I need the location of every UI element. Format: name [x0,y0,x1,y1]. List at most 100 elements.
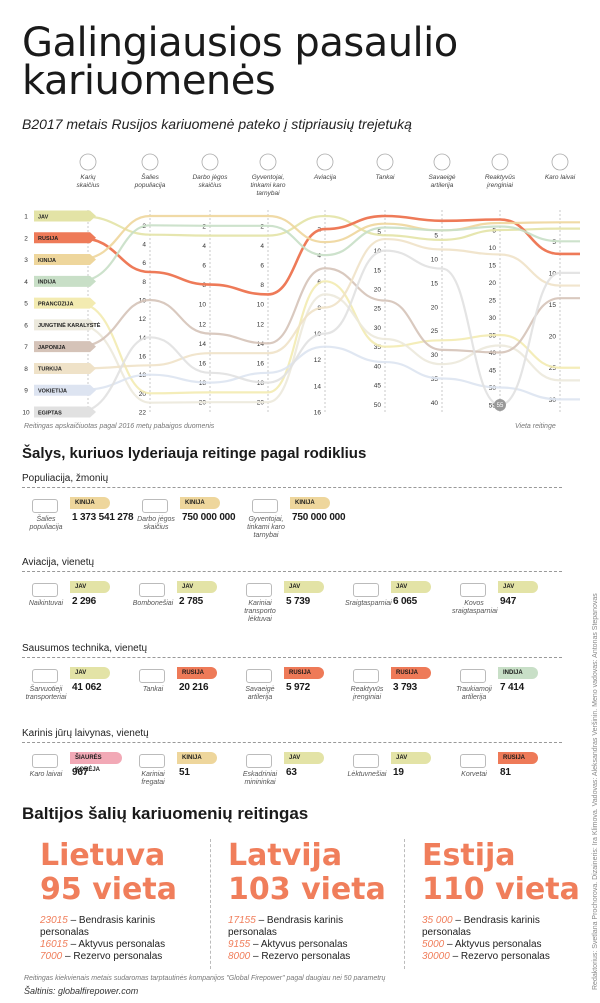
tick-label: 14 [314,383,322,390]
tick-label: 10 [549,270,557,277]
column-header-label: įrenginiai [486,182,514,189]
rank-label: 4 [24,279,28,286]
tick-label: 14 [257,341,265,348]
country-tag: JAV [391,581,431,593]
baltic-section: Lietuva 95 vieta 23015 – Bendrasis karinis… [0,835,600,975]
country-tag: JAV [391,752,431,764]
tick-label: 14 [199,341,207,348]
column-icon [316,153,334,171]
series-line-vokietija [77,345,580,401]
rank-label: 3 [24,257,28,264]
page-subtitle: B2017 metais Rusijos kariuomenė pateko į… [22,116,412,132]
baltic-stat-line: 7000 – Rezervo personalas [40,951,190,963]
tick-label: 22 [139,410,147,417]
baltic-stat-number: 5000 [422,939,445,950]
baltic-country-rank: 95 vieta [40,872,177,907]
baltic-country-name: Estija [422,838,516,873]
artillery-icon [246,669,272,683]
item-value: 5 972 [286,682,311,693]
category-heading: Karinis jūrų laivynas, vienetų [22,728,149,739]
country-tag: KINIJA [290,497,330,509]
item-label: Karo laivai [29,771,63,778]
tick-label: 10 [489,245,497,252]
baltic-stat-number: 35 000 [422,915,453,926]
column-header-label: Gyventojai, [252,174,285,181]
baltic-country-name: Latvija [228,838,343,873]
series-line-prancūzija [77,280,580,395]
country-tag [34,319,96,331]
tick-label: 20 [431,304,439,311]
tick-label: 25 [549,365,557,372]
destroyer-icon [246,754,272,768]
tick-label: 8 [142,279,146,286]
tick-label: 6 [142,260,146,267]
category-heading: Populiacija, žmonių [22,473,109,484]
baltic-stat-text: – Aktyvus personalas [250,939,348,950]
baltic-stat-text: – Rezervo personalas [449,951,550,962]
column-icon [259,153,277,171]
baltic-stat-text: – Aktyvus personalas [444,939,542,950]
rocket-launcher-icon [353,669,379,683]
category-rule [22,487,562,488]
item-value: 750 000 000 [182,512,236,523]
tick-label: 35 [374,344,382,351]
series-line-kinija [77,214,580,261]
column-header-label: skaičius [76,182,100,189]
tick-label: 18 [199,380,207,387]
item-label: Kariniai fregatai [141,771,165,786]
warship-icon [32,754,58,768]
baltic-stat-text: – Bendrasis karinis personalas [40,915,156,938]
tick-label: 30 [549,397,557,404]
baltic-stat-number: 8000 [228,951,251,962]
corvette-icon [460,754,486,768]
baltic-country-name: Lietuva [40,838,166,873]
baltic-stat-line: 35 000 – Bendrasis karinis personalas [422,915,572,939]
tick-label: 25 [374,306,382,313]
leaders-title: Šalys, kuriuos lyderiauja reitinge pagal… [22,445,367,462]
item-label: Sraigtasparniai [345,600,392,607]
country-tag: KINIJA [180,497,220,509]
tick-label: 10 [431,257,439,264]
country-label: TURKIJA [38,367,62,373]
tick-label: 12 [314,357,322,364]
baltic-stat-line: 9155 – Aktyvus personalas [228,939,378,951]
item-value: 19 [393,767,404,778]
footer-note: Reitingas kiekvienais metais sudaromas t… [24,975,386,982]
people-icon [32,499,58,513]
tick-label: 12 [199,321,207,328]
tick-label: 20 [549,334,557,341]
item-label: Korvetai [461,771,487,778]
series-line-turkija [77,237,580,370]
tick-label: 16 [199,361,207,368]
item-value: 5 739 [286,596,311,607]
rank-label: 9 [24,388,28,395]
rank-label: 1 [24,214,28,221]
country-tag [34,362,96,374]
tick-label: 4 [202,243,206,250]
item-label: Reaktyvūs įrenginiai [350,686,384,701]
column-icon [79,153,97,171]
tick-label: 50 [374,402,382,409]
leaders-section: Populiacija, žmonių Šalies populiacija KIN… [0,465,600,795]
highlight-marker [494,399,506,411]
country-tag [34,384,96,396]
tick-label: 5 [552,239,556,246]
column-header-label: tinkami karo [250,182,285,189]
baltic-stat-line: 17155 – Bendrasis karinis personalas [228,915,378,939]
country-tag: RUSIJA [177,667,217,679]
baltic-stat-number: 7000 [40,951,63,962]
tick-label: 16 [257,361,265,368]
category-rule [22,657,562,658]
country-label: INDIJA [38,280,56,286]
column-icon [376,153,394,171]
rank-label: 10 [22,410,30,417]
item-value: 2 785 [179,596,204,607]
chart-note: Reitingas apskaičiuotas pagal 2016 metų … [24,423,215,430]
country-label: PRANCŪZIJA [38,300,73,307]
tick-label: 15 [489,263,497,270]
item-label: Tankai [142,686,164,693]
rank-label: 7 [24,344,28,351]
baltic-stat-text: – Bendrasis karinis personalas [422,915,540,938]
item-value: 1 373 541 278 [72,512,134,523]
country-tag: RUSIJA [284,667,324,679]
